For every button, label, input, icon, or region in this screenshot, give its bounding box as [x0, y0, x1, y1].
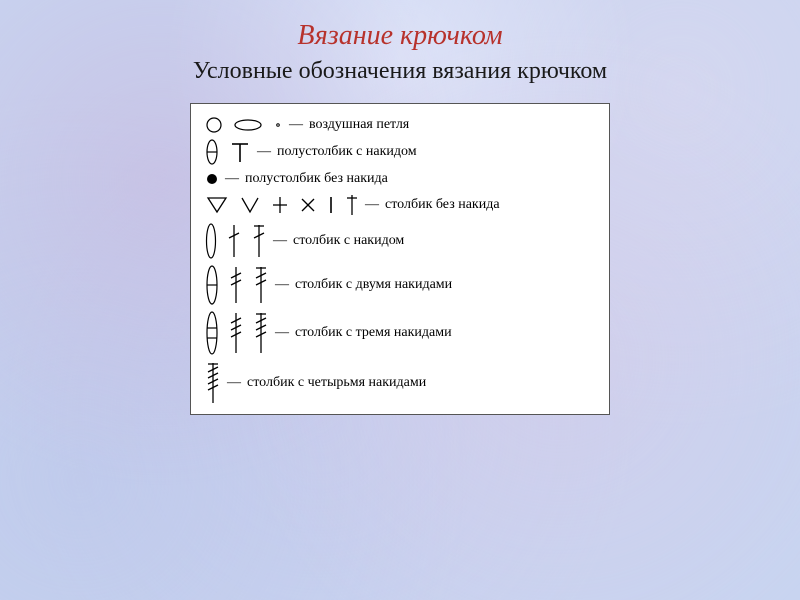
tall-oval-icon [205, 222, 217, 260]
symbol-set-trtr [205, 360, 221, 406]
legend-label: столбик с накидом [293, 233, 599, 249]
legend-row: — полустолбик с накидом [205, 138, 599, 166]
filled-dot-icon [205, 170, 219, 188]
oval-open-icon [205, 116, 223, 134]
page-subtitle: Условные обозначения вязания крючком [0, 58, 800, 85]
legend-row: — столбик с тремя накидами [205, 310, 599, 356]
legend-row: — столбик с накидом [205, 222, 599, 260]
triangle-down-icon [205, 194, 229, 216]
oval-bar-icon [205, 138, 219, 166]
dot-small-icon [273, 116, 283, 134]
bar-icon [327, 194, 335, 216]
dash: — [289, 117, 303, 133]
x-icon [299, 194, 317, 216]
stem-2slash-b-icon [253, 264, 269, 306]
symbol-set-tr [205, 264, 269, 306]
page-title: Вязание крючком [0, 20, 800, 52]
dash: — [257, 144, 271, 160]
t-shape-icon [229, 138, 251, 166]
symbol-set-slip [205, 170, 219, 188]
legend-row: — столбик с четырьмя накидами [205, 360, 599, 406]
legend-box: — воздушная петля — полустолбик с накидо… [190, 103, 610, 415]
dash: — [275, 325, 289, 341]
symbol-set-hdc [205, 138, 251, 166]
symbol-set-chain [205, 116, 283, 134]
stem-2slash-a-icon [229, 264, 243, 306]
v-shape-icon [239, 194, 261, 216]
stem-3slash-b-icon [253, 310, 269, 356]
cross-top-icon [345, 192, 359, 218]
legend-label: столбик с четырьмя накидами [247, 375, 599, 391]
dash: — [227, 375, 241, 391]
stem-1slash-b-icon [251, 222, 267, 260]
legend-label: полустолбик с накидом [277, 144, 599, 160]
stem-3slash-a-icon [229, 310, 243, 356]
symbol-set-sc [205, 192, 359, 218]
dash: — [273, 233, 287, 249]
legend-row: — воздушная петля [205, 116, 599, 134]
legend-label: столбик с тремя накидами [295, 325, 599, 341]
legend-label: столбик без накида [385, 197, 599, 213]
tall-oval-2bar-icon [205, 310, 219, 356]
legend-row: — столбик без накида [205, 192, 599, 218]
dash: — [275, 277, 289, 293]
symbol-set-dc [205, 222, 267, 260]
dash: — [225, 171, 239, 187]
oval-wide-icon [233, 116, 263, 134]
stem-4slash-icon [205, 360, 221, 406]
legend-row: — полустолбик без накида [205, 170, 599, 188]
legend-label: столбик с двумя накидами [295, 277, 599, 293]
legend-label: воздушная петля [309, 117, 599, 133]
stem-1slash-a-icon [227, 222, 241, 260]
dash: — [365, 197, 379, 213]
plus-icon [271, 194, 289, 216]
tall-oval-1bar-icon [205, 264, 219, 306]
legend-label: полустолбик без накида [245, 171, 599, 187]
symbol-set-dtr [205, 310, 269, 356]
legend-row: — столбик с двумя накидами [205, 264, 599, 306]
